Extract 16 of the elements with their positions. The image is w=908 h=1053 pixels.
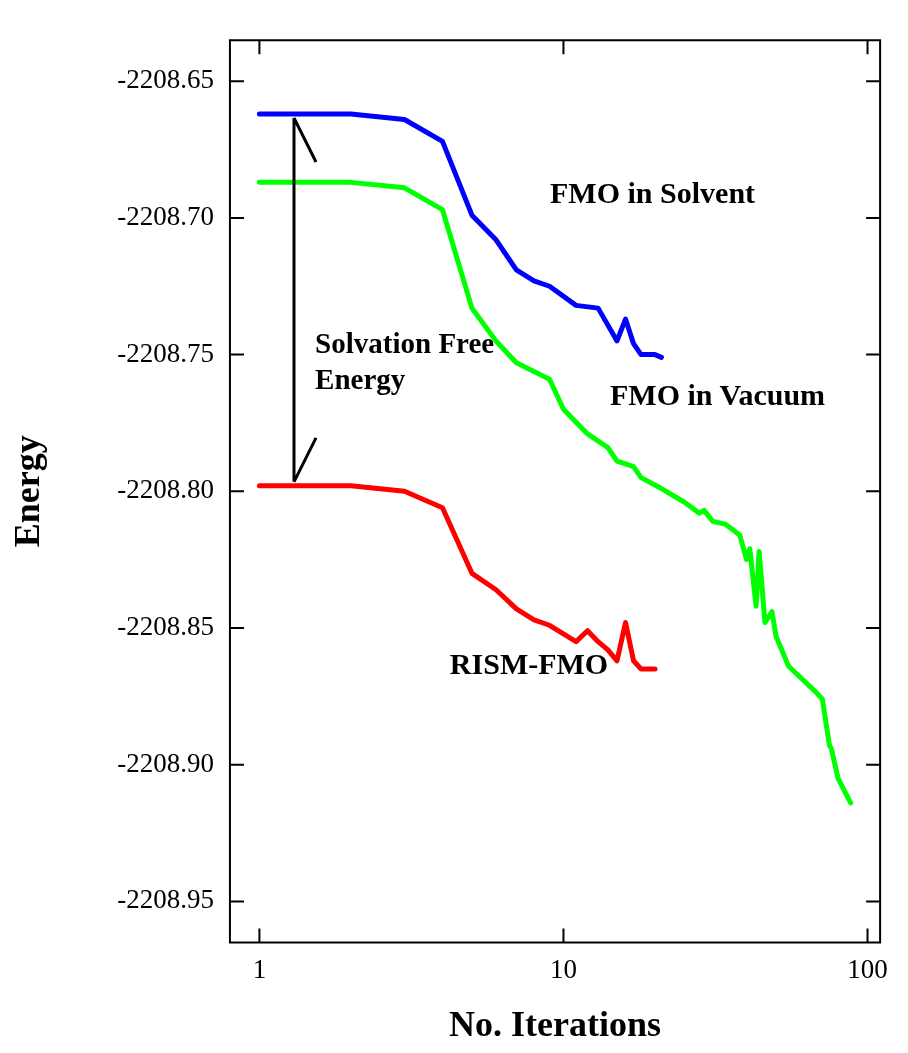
series-label: RISM-FMO [449, 647, 609, 681]
y-tick-label: -2208.80 [117, 474, 214, 505]
y-tick-label: -2208.90 [117, 747, 214, 778]
text: FMO in Solvent [550, 176, 756, 210]
series-label: FMO in Vacuum [610, 378, 826, 412]
x-axis-title: No. Iterations [449, 1003, 662, 1044]
annotation: Solvation Free Energy [315, 326, 495, 395]
y-tick-label: -2208.70 [117, 201, 214, 231]
x-tick-label: 10 [549, 953, 577, 984]
y-tick-label: -2208.95 [117, 884, 214, 915]
y-axis-title: Energy [6, 435, 47, 548]
x-tick-label: 100 [847, 953, 888, 984]
y-tick-label: -2208.65 [117, 64, 214, 95]
y-tick-label: -2208.75 [117, 337, 214, 368]
x-tick-label: 1 [252, 953, 267, 984]
y-tick-label: -2208.85 [117, 611, 214, 642]
